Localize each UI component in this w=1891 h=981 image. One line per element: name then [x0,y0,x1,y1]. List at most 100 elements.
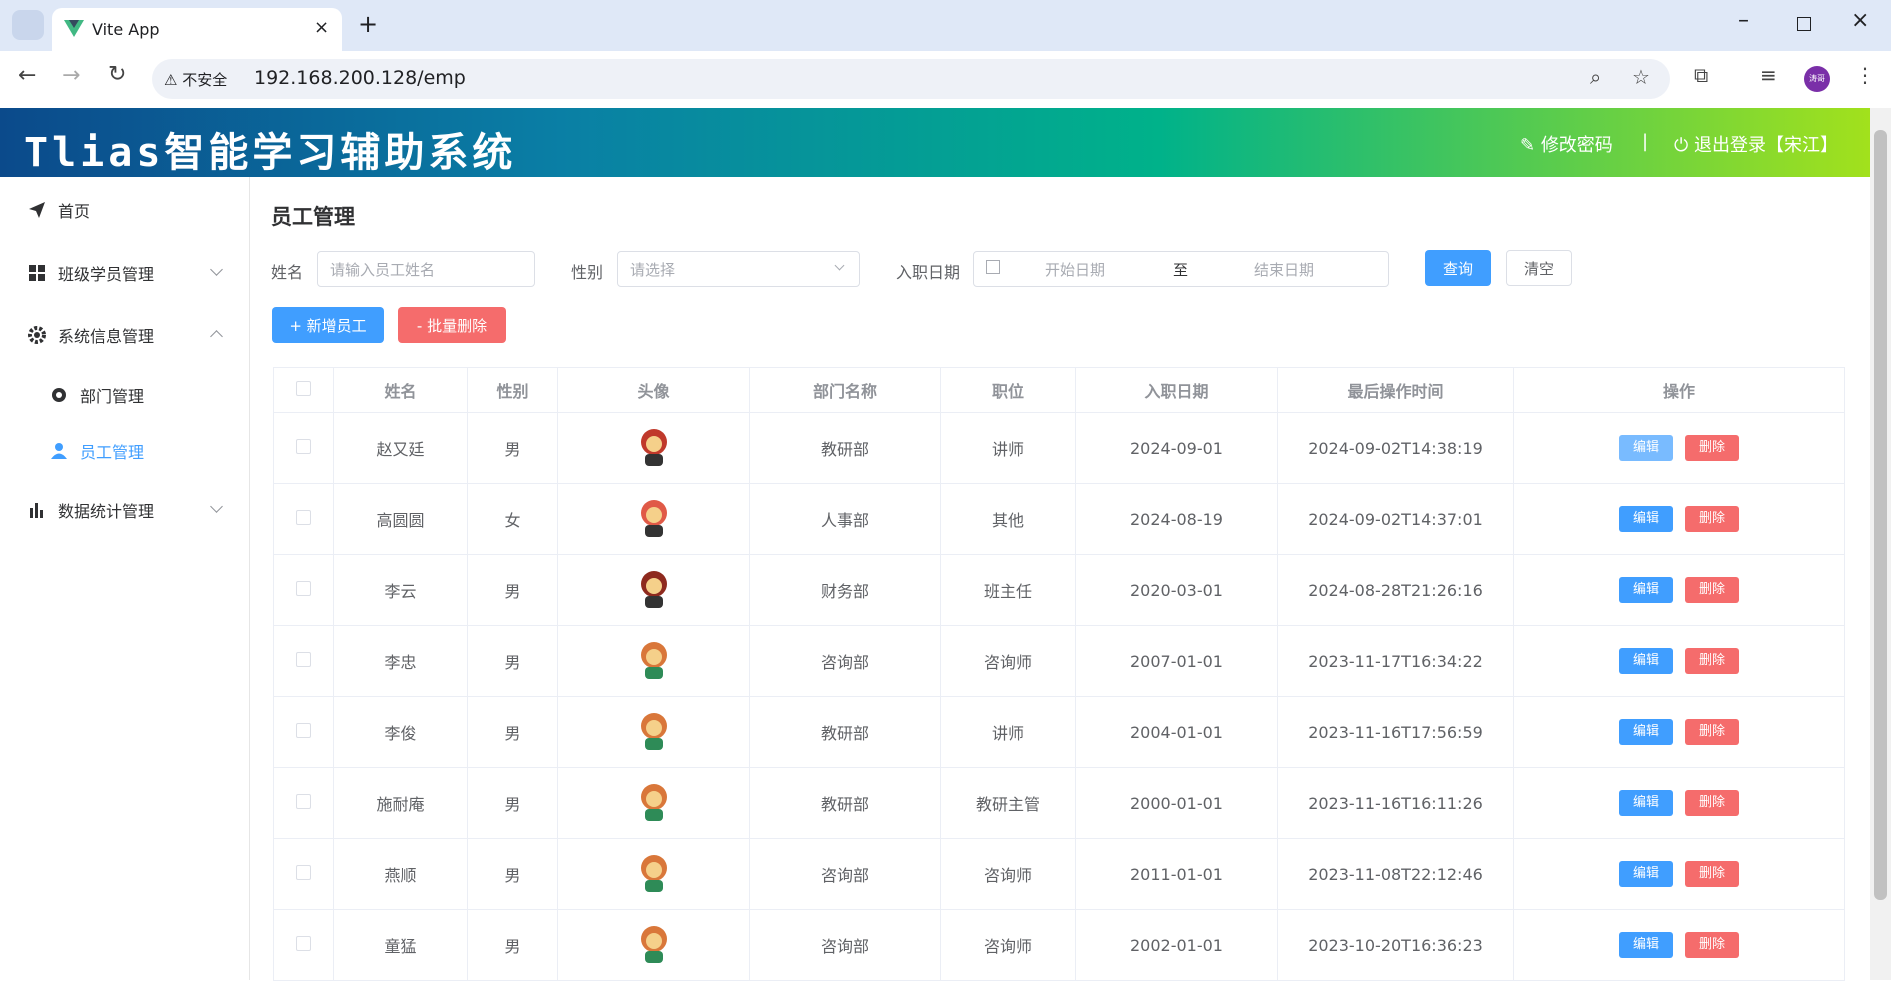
edit-button[interactable]: 编辑 [1619,861,1673,887]
tab-menu[interactable] [12,10,44,40]
checkbox[interactable] [296,864,311,880]
address-bar: ← → ↻ ⚠ 不安全 192.168.200.128/emp ⌕ ☆ ⧉ ≡ … [0,51,1891,109]
checkbox[interactable] [296,793,311,809]
name-input[interactable]: 请输入员工姓名 [317,251,535,287]
menu-icon [29,202,45,218]
collapse-icon [210,330,223,343]
cell: 讲师 [940,412,1076,484]
checkbox[interactable] [296,438,311,454]
menu-item[interactable]: 部门管理 [50,383,144,407]
edit-button[interactable]: 编辑 [1619,435,1673,461]
gender-label: 性别 [571,263,604,282]
delete-button[interactable]: 删除 [1685,861,1739,887]
checkbox[interactable] [296,509,311,525]
delete-button[interactable]: 删除 [1685,790,1739,816]
edit-button[interactable]: 编辑 [1619,719,1673,745]
logout[interactable]: ⏻ 退出登录【宋江】 [1674,135,1838,156]
cell: 赵又廷 [333,412,468,484]
media[interactable]: ≡ [1760,63,1777,87]
table-row: 李俊男教研部 讲师 2004-01-01 2023-11-16T17:56:59 编辑删… [273,696,1845,768]
avatar [640,500,667,537]
checkbox[interactable] [296,651,311,667]
batch-delete-button[interactable]: - 批量删除 [398,307,506,343]
scroll-thumb[interactable] [1874,130,1887,900]
menu-label: 部门管理 [80,387,145,406]
browser-menu[interactable]: ⋮ [1855,63,1875,87]
change-password[interactable]: ✎ 修改密码 [1520,135,1613,156]
bookmark[interactable]: ☆ [1632,65,1650,89]
cell: 咨询部 [749,909,941,981]
cell [273,412,334,484]
cell: 教研部 [749,696,941,768]
tab-title: Vite App [92,20,160,39]
avatar [640,855,667,892]
zoom[interactable]: ⌕ [1590,65,1602,89]
expand-icon [210,500,223,513]
forward[interactable]: → [62,63,81,88]
menu-item[interactable]: 数据统计管理 [28,498,154,522]
cell: 2023-11-16T16:11:26 [1277,767,1514,839]
menu-item[interactable]: 班级学员管理 [28,261,154,285]
avatar-cell [557,554,750,626]
minimize[interactable]: – [1738,8,1749,33]
delete-button[interactable]: 删除 [1685,506,1739,532]
cell: 2020-03-01 [1075,554,1278,626]
menu-item[interactable]: 首页 [28,198,90,222]
cell: 教研部 [749,767,941,839]
profile[interactable]: 涛哥 [1804,66,1830,92]
new-tab[interactable]: + [358,10,379,38]
cell: 男 [467,909,558,981]
cell: 2024-08-19 [1075,483,1278,555]
omnibox[interactable]: ⚠ 不安全 192.168.200.128/emp ⌕ ☆ [152,59,1670,99]
select-arrow [834,260,845,271]
avatar [640,926,667,963]
cell: 2011-01-01 [1075,838,1278,910]
tab[interactable]: Vite App × [52,8,342,51]
date-range[interactable]: 开始日期 至 结束日期 [973,251,1389,287]
close-window[interactable]: × [1851,8,1870,33]
menu-icon [30,503,43,518]
edit-button[interactable]: 编辑 [1619,932,1673,958]
edit-button[interactable]: 编辑 [1619,506,1673,532]
checkbox[interactable] [296,935,311,951]
reload[interactable]: ↻ [108,62,127,87]
cell: 2024-09-02T14:37:01 [1277,483,1514,555]
edit-button[interactable]: 编辑 [1619,577,1673,603]
tab-close[interactable]: × [314,17,330,38]
header-cell: 入职日期 [1075,367,1278,413]
delete-button[interactable]: 删除 [1685,719,1739,745]
placeholder: 结束日期 [1254,261,1315,279]
edit-button[interactable]: 编辑 [1619,790,1673,816]
menu-label: 班级学员管理 [58,265,155,284]
delete-button[interactable]: 删除 [1685,932,1739,958]
delete-button[interactable]: 删除 [1685,648,1739,674]
checkbox[interactable] [296,722,311,738]
add-button[interactable]: + 新增员工 [272,307,384,343]
clear-button[interactable]: 清空 [1506,250,1572,286]
checkbox[interactable] [296,380,311,396]
extensions[interactable]: ⧉ [1694,63,1709,87]
cell [273,838,334,910]
scrollbar [1870,108,1891,980]
table-row: 施耐庵男 教研部 教研主管 2000-01-01 2023-11-16T16:11:26… [273,767,1845,839]
menu-item[interactable]: 系统信息管理 [28,323,154,347]
gender-select[interactable]: 请选择 [617,251,860,287]
actions-cell: 编辑 删除 [1513,412,1845,484]
header-cell: 头像 [557,367,750,413]
cell: 2000-01-01 [1075,767,1278,839]
checkbox[interactable] [296,580,311,596]
maximize[interactable] [1797,17,1811,31]
back[interactable]: ← [18,63,37,88]
table-row: 李忠男咨询部 咨询师 2007-01-01 2023-11-17T16:34:22 编辑… [273,625,1845,697]
cell: 高圆圆 [333,483,468,555]
actions-cell: 编辑 删除 [1513,696,1845,768]
cell [273,696,334,768]
delete-button[interactable]: 删除 [1685,435,1739,461]
query-button[interactable]: 查询 [1425,250,1491,286]
sidebar: 首页 班级学员管理 系统信息管理 部门管理 员工管理 数据统计管理 [0,177,250,980]
delete-button[interactable]: 删除 [1685,577,1739,603]
cell: 咨询师 [940,838,1076,910]
edit-button[interactable]: 编辑 [1619,648,1673,674]
menu-item[interactable]: 员工管理 [50,439,144,463]
